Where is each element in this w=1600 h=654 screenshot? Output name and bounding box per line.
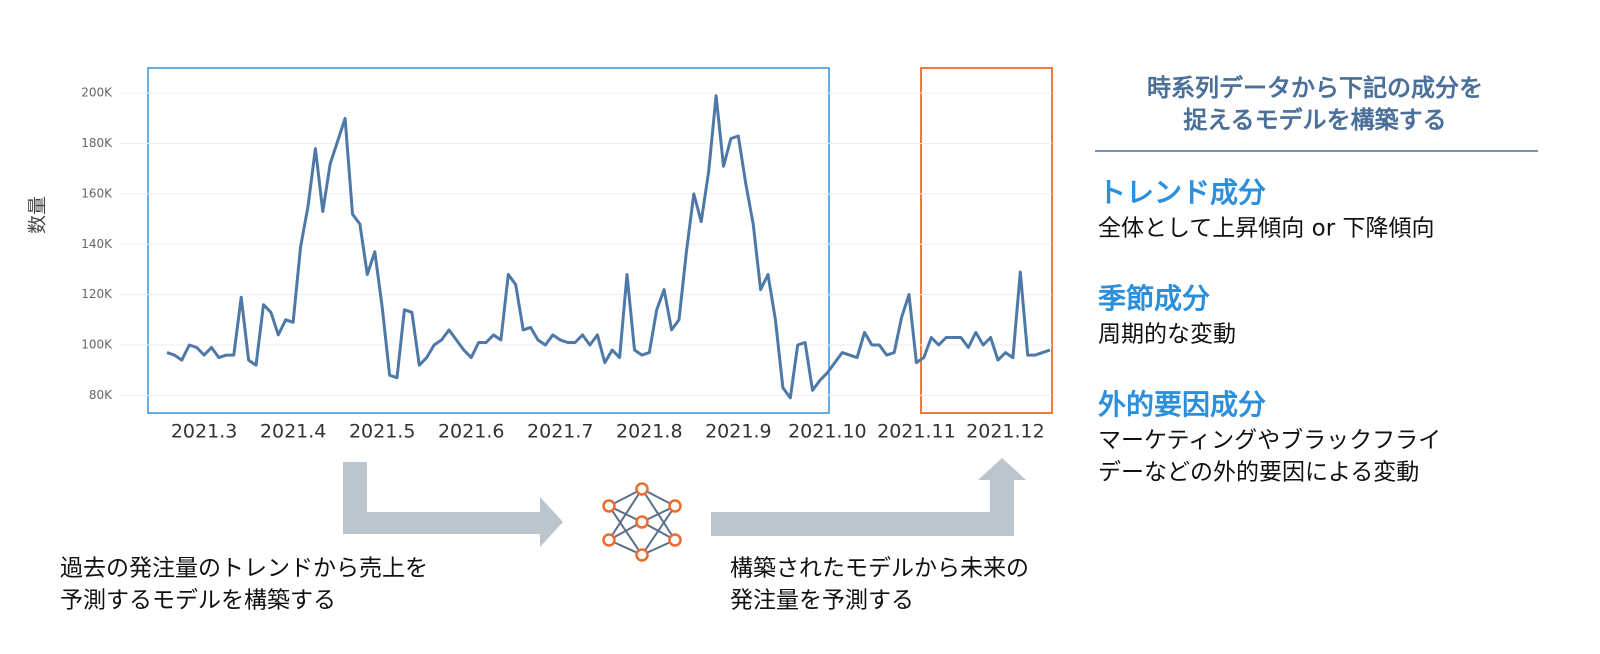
x-tick-label: 2021.10 <box>788 421 867 443</box>
x-tick-label: 2021.4 <box>260 421 326 443</box>
x-tick-label: 2021.9 <box>705 421 771 443</box>
caption: 構築されたモデルから未来の <box>730 556 1029 582</box>
y-tick-label: 80K <box>89 388 113 402</box>
component-text: 全体として上昇傾向 or 下降傾向 <box>1098 216 1434 242</box>
x-tick-label: 2021.7 <box>527 421 593 443</box>
y-tick-label: 200K <box>81 86 113 100</box>
x-tick-label: 2021.8 <box>616 421 682 443</box>
y-axis-label: 数量 <box>27 196 49 234</box>
component-heading: 外的要因成分 <box>1098 388 1266 421</box>
caption: 過去の発注量のトレンドから売上を <box>60 556 428 582</box>
component-heading: 季節成分 <box>1098 282 1210 315</box>
history-box <box>147 67 830 414</box>
x-tick-label: 2021.12 <box>966 421 1045 443</box>
x-tick-label: 2021.6 <box>438 421 504 443</box>
y-tick-label: 180K <box>81 136 113 150</box>
y-tick-label: 160K <box>81 186 113 200</box>
x-tick-label: 2021.3 <box>171 421 237 443</box>
caption: 発注量を予測する <box>730 588 914 614</box>
y-tick-label: 100K <box>81 338 113 352</box>
panel-title: 捉えるモデルを構築する <box>1183 106 1446 134</box>
panel-title: 時系列データから下記の成分を <box>1147 74 1483 102</box>
y-tick-label: 140K <box>81 237 113 251</box>
x-tick-label: 2021.11 <box>877 421 956 443</box>
network-icon-nodes <box>602 482 682 562</box>
component-text: デーなどの外的要因による変動 <box>1098 460 1419 486</box>
y-tick-label: 120K <box>81 287 113 301</box>
arrow-predict <box>711 458 1026 536</box>
caption: 予測するモデルを構築する <box>60 588 336 614</box>
forecast-box <box>920 67 1053 414</box>
series-line <box>166 94 1051 400</box>
arrow-train <box>343 462 563 547</box>
component-text: マーケティングやブラックフライ <box>1098 428 1441 454</box>
component-text: 周期的な変動 <box>1098 322 1236 348</box>
x-tick-label: 2021.5 <box>349 421 415 443</box>
component-heading: トレンド成分 <box>1098 176 1266 209</box>
